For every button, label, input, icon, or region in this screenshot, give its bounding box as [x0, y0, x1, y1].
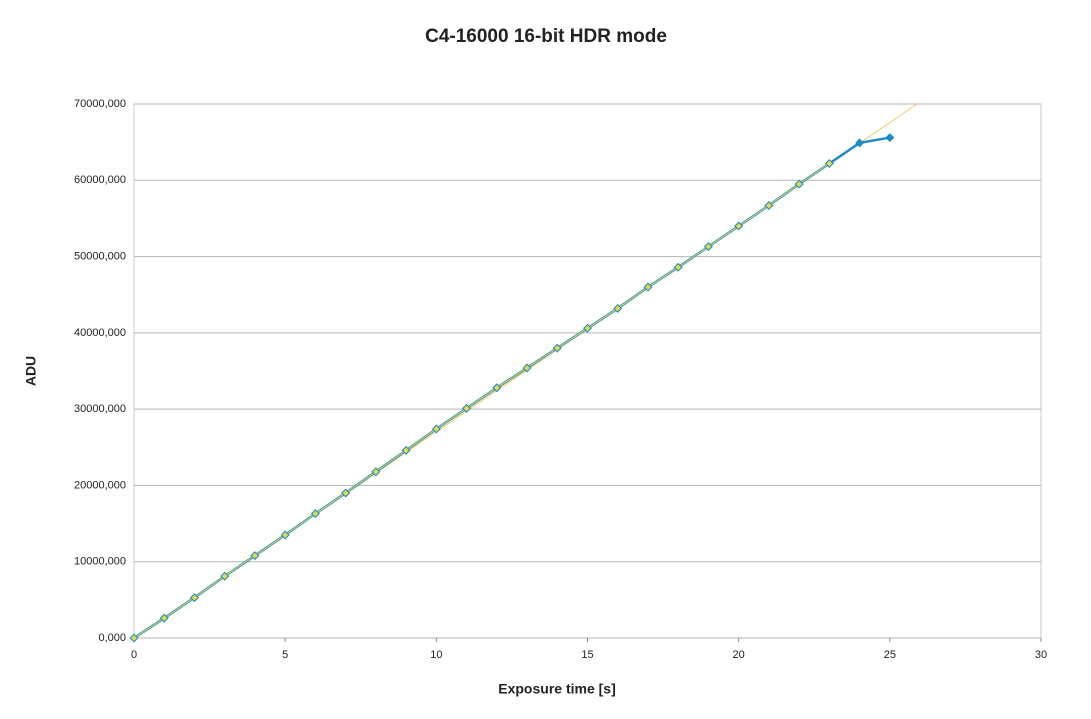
data-line [133, 163, 830, 639]
data-marker [554, 345, 561, 352]
data-marker [735, 223, 742, 230]
x-tick-label: 15 [581, 649, 593, 661]
x-tick-label: 20 [733, 649, 745, 661]
y-tick-label: 30000,000 [74, 403, 126, 415]
data-marker [705, 243, 712, 250]
data-marker [584, 325, 591, 332]
y-tick-label: 40000,000 [74, 327, 126, 339]
data-marker [221, 573, 228, 580]
y-tick-label: 50000,000 [74, 250, 126, 262]
plot-frame [133, 103, 1042, 639]
data-marker [796, 181, 803, 188]
data-marker [493, 384, 500, 391]
data-marker [372, 468, 379, 475]
data-marker [826, 160, 833, 167]
y-tick-label: 10000,000 [74, 556, 126, 568]
y-tick-label: 70000,000 [74, 98, 126, 110]
y-tick-label: 60000,000 [74, 174, 126, 186]
y-tick-label: 0,000 [98, 632, 126, 644]
x-tick-label: 0 [131, 649, 137, 661]
data-marker [312, 510, 319, 517]
data-line [133, 136, 891, 640]
data-marker [342, 490, 349, 497]
chart-title: C4-16000 16-bit HDR mode [425, 26, 667, 47]
x-tick-label: 5 [282, 649, 288, 661]
y-axis-label: ADU [23, 356, 39, 386]
data-marker [644, 284, 651, 291]
data-marker [463, 405, 470, 412]
data-marker [282, 532, 289, 539]
data-marker [855, 138, 865, 148]
data-marker [524, 364, 531, 371]
x-tick-label: 25 [884, 649, 896, 661]
data-marker [191, 594, 198, 601]
data-marker [433, 425, 440, 432]
data-marker [161, 615, 168, 622]
data-marker [885, 133, 895, 143]
data-marker [765, 202, 772, 209]
data-marker [251, 552, 258, 559]
x-axis-label: Exposure time [s] [498, 681, 615, 697]
data-marker [131, 635, 137, 641]
x-tick-label: 30 [1035, 649, 1047, 661]
data-marker [614, 305, 621, 312]
y-tick-label: 20000,000 [74, 479, 126, 491]
data-marker [675, 264, 682, 271]
data-marker [403, 447, 410, 454]
x-tick-label: 10 [430, 649, 442, 661]
